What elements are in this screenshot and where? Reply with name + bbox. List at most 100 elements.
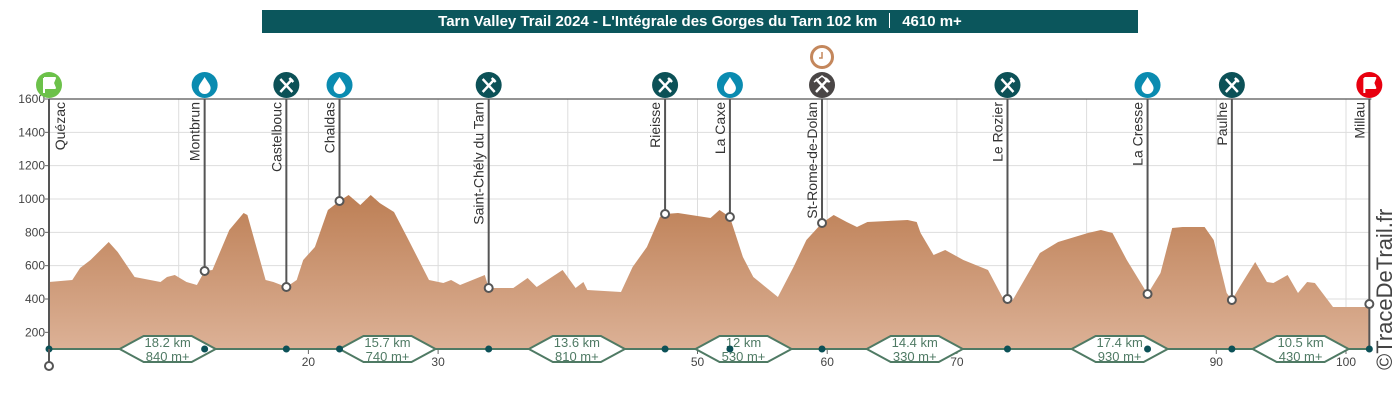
section-dot [201,345,209,353]
axes: 200 400 600 800 1000 1200 1400 1600 20 30 50 60 70 90… [18,92,1372,369]
section-dot [818,345,826,353]
x-tick-label: 20 [302,355,316,369]
y-tick-label: 1600 [18,92,45,106]
y-tick-label: 1200 [18,159,45,173]
y-tick-label: 600 [25,259,45,273]
section-gain: 810 m+ [555,349,599,364]
section-gain: 530 m+ [722,349,766,364]
waypoint-label: Chaldas [322,102,338,153]
waypoint-marker [199,266,210,276]
cutlery-icon [658,77,673,93]
section-distance: 14.4 km [892,335,938,350]
section-dot [661,345,669,353]
section-gain: 430 m+ [1279,349,1323,364]
x-tick-label: 50 [691,355,705,369]
section-dot [485,345,493,353]
x-tick-label: 70 [950,355,964,369]
section-dot [282,345,290,353]
food-icon [994,72,1021,98]
food-icon [652,72,679,98]
profile-area [49,195,1370,349]
section-distance: 10.5 km [1277,335,1323,350]
section-distance: 17.4 km [1097,335,1143,350]
waypoint-label: Le Rozier [989,102,1005,162]
waypoint-marker [724,212,735,222]
section-dot [336,345,344,353]
watermark: ©TraceDeTrail.fr [1372,209,1397,370]
water-drop-icon [1141,77,1154,94]
waypoint-label: Rieisse [647,102,663,148]
water-drop-icon [723,77,736,94]
section-badge [117,335,218,363]
waypoint-marker [334,196,345,206]
food-shelter-icon [809,72,836,98]
waypoint-label: Quézac [52,102,68,150]
y-tick-label: 200 [25,325,45,339]
water-icon [716,72,743,98]
y-tick-label: 1000 [18,192,45,206]
section-gain: 330 m+ [893,349,937,364]
water-icon [326,72,353,98]
clock-icon [810,45,835,69]
elevation-gain-total: 4610 m+ [902,13,962,30]
section-badge [337,335,438,363]
waypoints: Quézac Montbrun Castelbouc Chaldas Saint-Ché… [36,45,1383,371]
flag-icon [1363,77,1377,93]
waypoint-marker [483,283,494,293]
waypoint-marker [817,218,828,228]
waypoint-marker [660,209,671,219]
clock-hands [819,52,823,59]
y-tick-label: 400 [25,292,45,306]
y-tick-label: 800 [25,225,45,239]
section-badge [1069,335,1170,363]
waypoint-label: La Cresse [1130,102,1146,166]
start-flag-icon [36,72,62,98]
waypoint-marker [1364,299,1375,309]
section-dot [1228,345,1236,353]
section-badge [693,335,794,363]
section-gain: 930 m+ [1098,349,1142,364]
section-distance: 13.6 km [554,335,600,350]
start-marker [44,361,54,371]
x-tick-label: 60 [821,355,835,369]
section-dot [1003,345,1011,353]
waypoint-marker [1002,294,1013,304]
waypoint-label: Castelbouc [268,102,284,172]
race-title: Tarn Valley Trail 2024 - L'Intégrale des… [438,13,878,30]
water-drop-icon [198,77,211,94]
title-separator [889,13,891,28]
waypoint-marker [1142,289,1153,299]
waypoint-label: Paulhe [1214,102,1230,146]
elevation-area [49,195,1370,349]
waypoint-label: Montbrun [187,102,203,161]
waypoint-label: Millau [1351,102,1367,139]
water-drop-icon [333,77,346,94]
y-tick-label: 1400 [18,125,45,139]
waypoint-label: Saint-Chély du Tarn [471,102,487,225]
food-icon [1218,72,1245,98]
section-badge [1250,335,1351,363]
x-tick-label: 30 [431,355,445,369]
section-dot [1365,345,1373,353]
section-distance: 15.7 km [364,335,410,350]
section-gain: 840 m+ [146,349,190,364]
waypoint-label: St-Rome-de-Dolan [804,102,820,219]
section-badge [864,335,965,363]
food-icon [273,72,300,98]
section-badge [526,335,627,363]
chart-title: Tarn Valley Trail 2024 - L'Intégrale des… [262,10,1138,33]
shelter-roof-icon [813,75,831,83]
x-tick-label: 100 [1336,355,1356,369]
cutlery-icon [279,77,295,93]
finish-flag-icon [1356,72,1383,98]
x-tick-label: 90 [1210,355,1224,369]
section-dot [726,345,734,353]
cutlery-icon [1224,77,1240,93]
water-icon [1134,72,1161,98]
flag-icon [43,77,56,93]
cutlery-icon [481,77,497,93]
section-distance: 18.2 km [145,335,191,350]
water-icon [191,72,218,98]
